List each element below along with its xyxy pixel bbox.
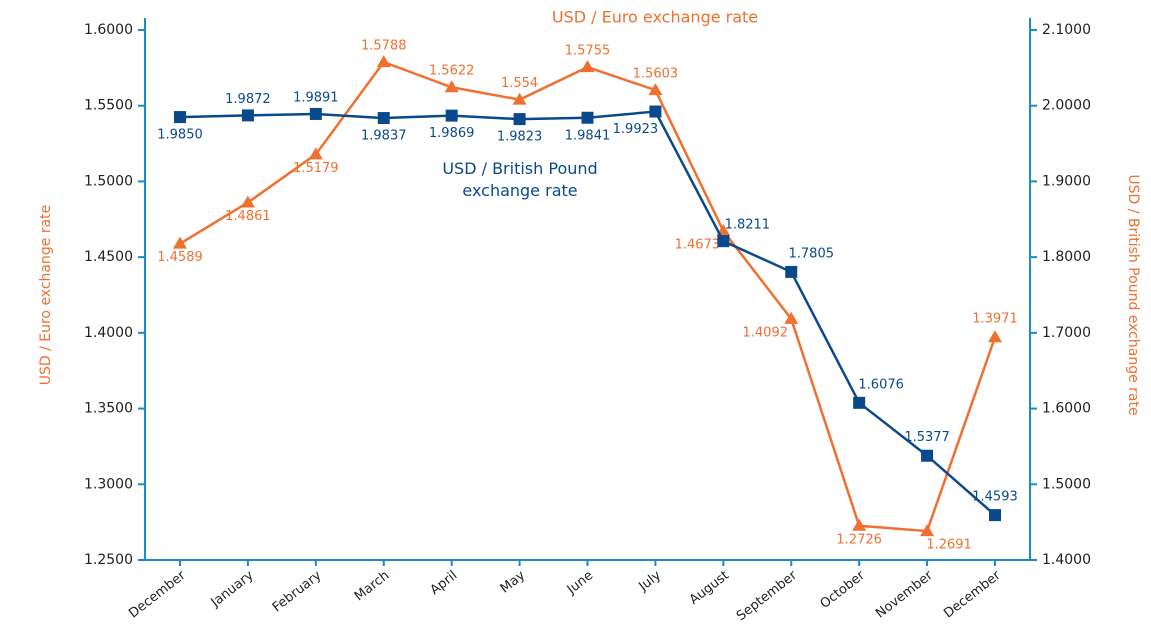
point-marker [785,265,798,278]
y2-tick-label: 1.6000 [1042,401,1091,417]
point-marker [512,92,527,105]
point-marker [241,109,254,122]
y-tick-label: 1.4000 [84,325,133,341]
x-tick-label: February [270,568,325,615]
data-label: 1.5179 [293,161,339,176]
y2-tick-label: 1.5000 [1042,476,1091,492]
point-marker [988,330,1002,343]
y2-tick-label: 2.1000 [1042,22,1091,38]
x-tick-label: June [564,568,596,598]
x-tick-label: May [498,568,529,597]
point-marker [649,105,662,118]
series-annotation-text: USD / British Pound exchange rate [442,159,598,200]
x-tick-label: July [636,568,665,595]
data-label: 1.9872 [225,92,271,107]
point-marker [309,107,322,120]
y-tick-label: 1.3500 [84,401,133,417]
point-marker [376,55,391,68]
y-tick-label: 1.4500 [84,249,133,265]
point-marker [240,195,255,208]
point-marker [173,236,187,249]
data-label: 1.3971 [972,312,1018,327]
data-label: 1.9891 [293,90,339,105]
y2-tick-label: 2.0000 [1042,98,1091,114]
point-marker [174,111,186,124]
data-label: 1.9841 [565,128,611,143]
data-label: 1.554 [501,76,538,91]
x-tick-label: October [818,568,869,612]
point-marker [445,109,458,122]
data-label: 1.5755 [565,44,611,59]
point-marker [989,509,1001,522]
y2-axis-label: USD / British Pound exchange rate [1125,174,1141,415]
y2-tick-label: 1.8000 [1042,249,1091,265]
point-marker [308,147,323,160]
data-label: 1.4861 [225,209,271,224]
point-marker [377,112,390,125]
point-marker [444,80,459,93]
point-marker [920,524,935,537]
data-label: 1.2726 [836,532,882,547]
data-label: 1.8211 [725,218,771,233]
point-marker [784,311,799,324]
data-label: 1.5622 [429,64,475,79]
x-tick-label: March [352,568,392,604]
point-marker [852,518,867,531]
chart-title: USD / Euro exchange rate [552,8,758,27]
y-tick-label: 1.6000 [84,22,133,38]
data-label: 1.9837 [361,129,407,144]
series-annotation: USD / British Pound exchange rate [442,159,598,200]
x-tick-label: August [687,568,732,608]
x-tick-label: December [126,568,189,622]
point-marker [717,235,730,248]
y2-tick-label: 1.9000 [1042,173,1091,189]
point-marker [580,60,595,73]
data-label: 1.4092 [743,325,789,340]
data-label: 1.6076 [858,377,904,392]
data-label: 1.9869 [429,126,475,141]
y2-tick-label: 1.7000 [1042,325,1091,341]
data-label: 1.4589 [157,250,203,265]
x-tick-label: November [873,568,936,622]
data-label: 1.5603 [633,67,679,82]
x-tick-label: September [734,568,800,624]
data-label: 1.5788 [361,39,407,54]
point-marker [921,449,934,462]
data-label: 1.5377 [904,430,950,445]
y-tick-label: 1.5500 [84,98,133,114]
data-label: 1.9923 [613,122,659,137]
data-label: 1.9823 [497,130,543,145]
y-axis-label: USD / Euro exchange rate [38,205,54,386]
point-marker [648,83,663,96]
y-tick-label: 1.2500 [84,552,133,568]
data-label: 1.7805 [789,246,835,261]
y-tick-label: 1.5000 [84,173,133,189]
data-label: 1.4673 [675,237,721,252]
point-marker [513,113,526,126]
point-marker [853,396,866,409]
x-tick-label: January [208,568,257,611]
data-label: 1.2691 [926,538,972,553]
data-label: 1.4593 [972,490,1018,505]
data-label: 1.9850 [157,128,203,143]
x-tick-label: December [941,568,1004,622]
y-tick-label: 1.3000 [84,476,133,492]
x-tick-label: April [428,568,461,598]
y2-tick-label: 1.4000 [1042,552,1091,568]
point-marker [581,111,594,124]
